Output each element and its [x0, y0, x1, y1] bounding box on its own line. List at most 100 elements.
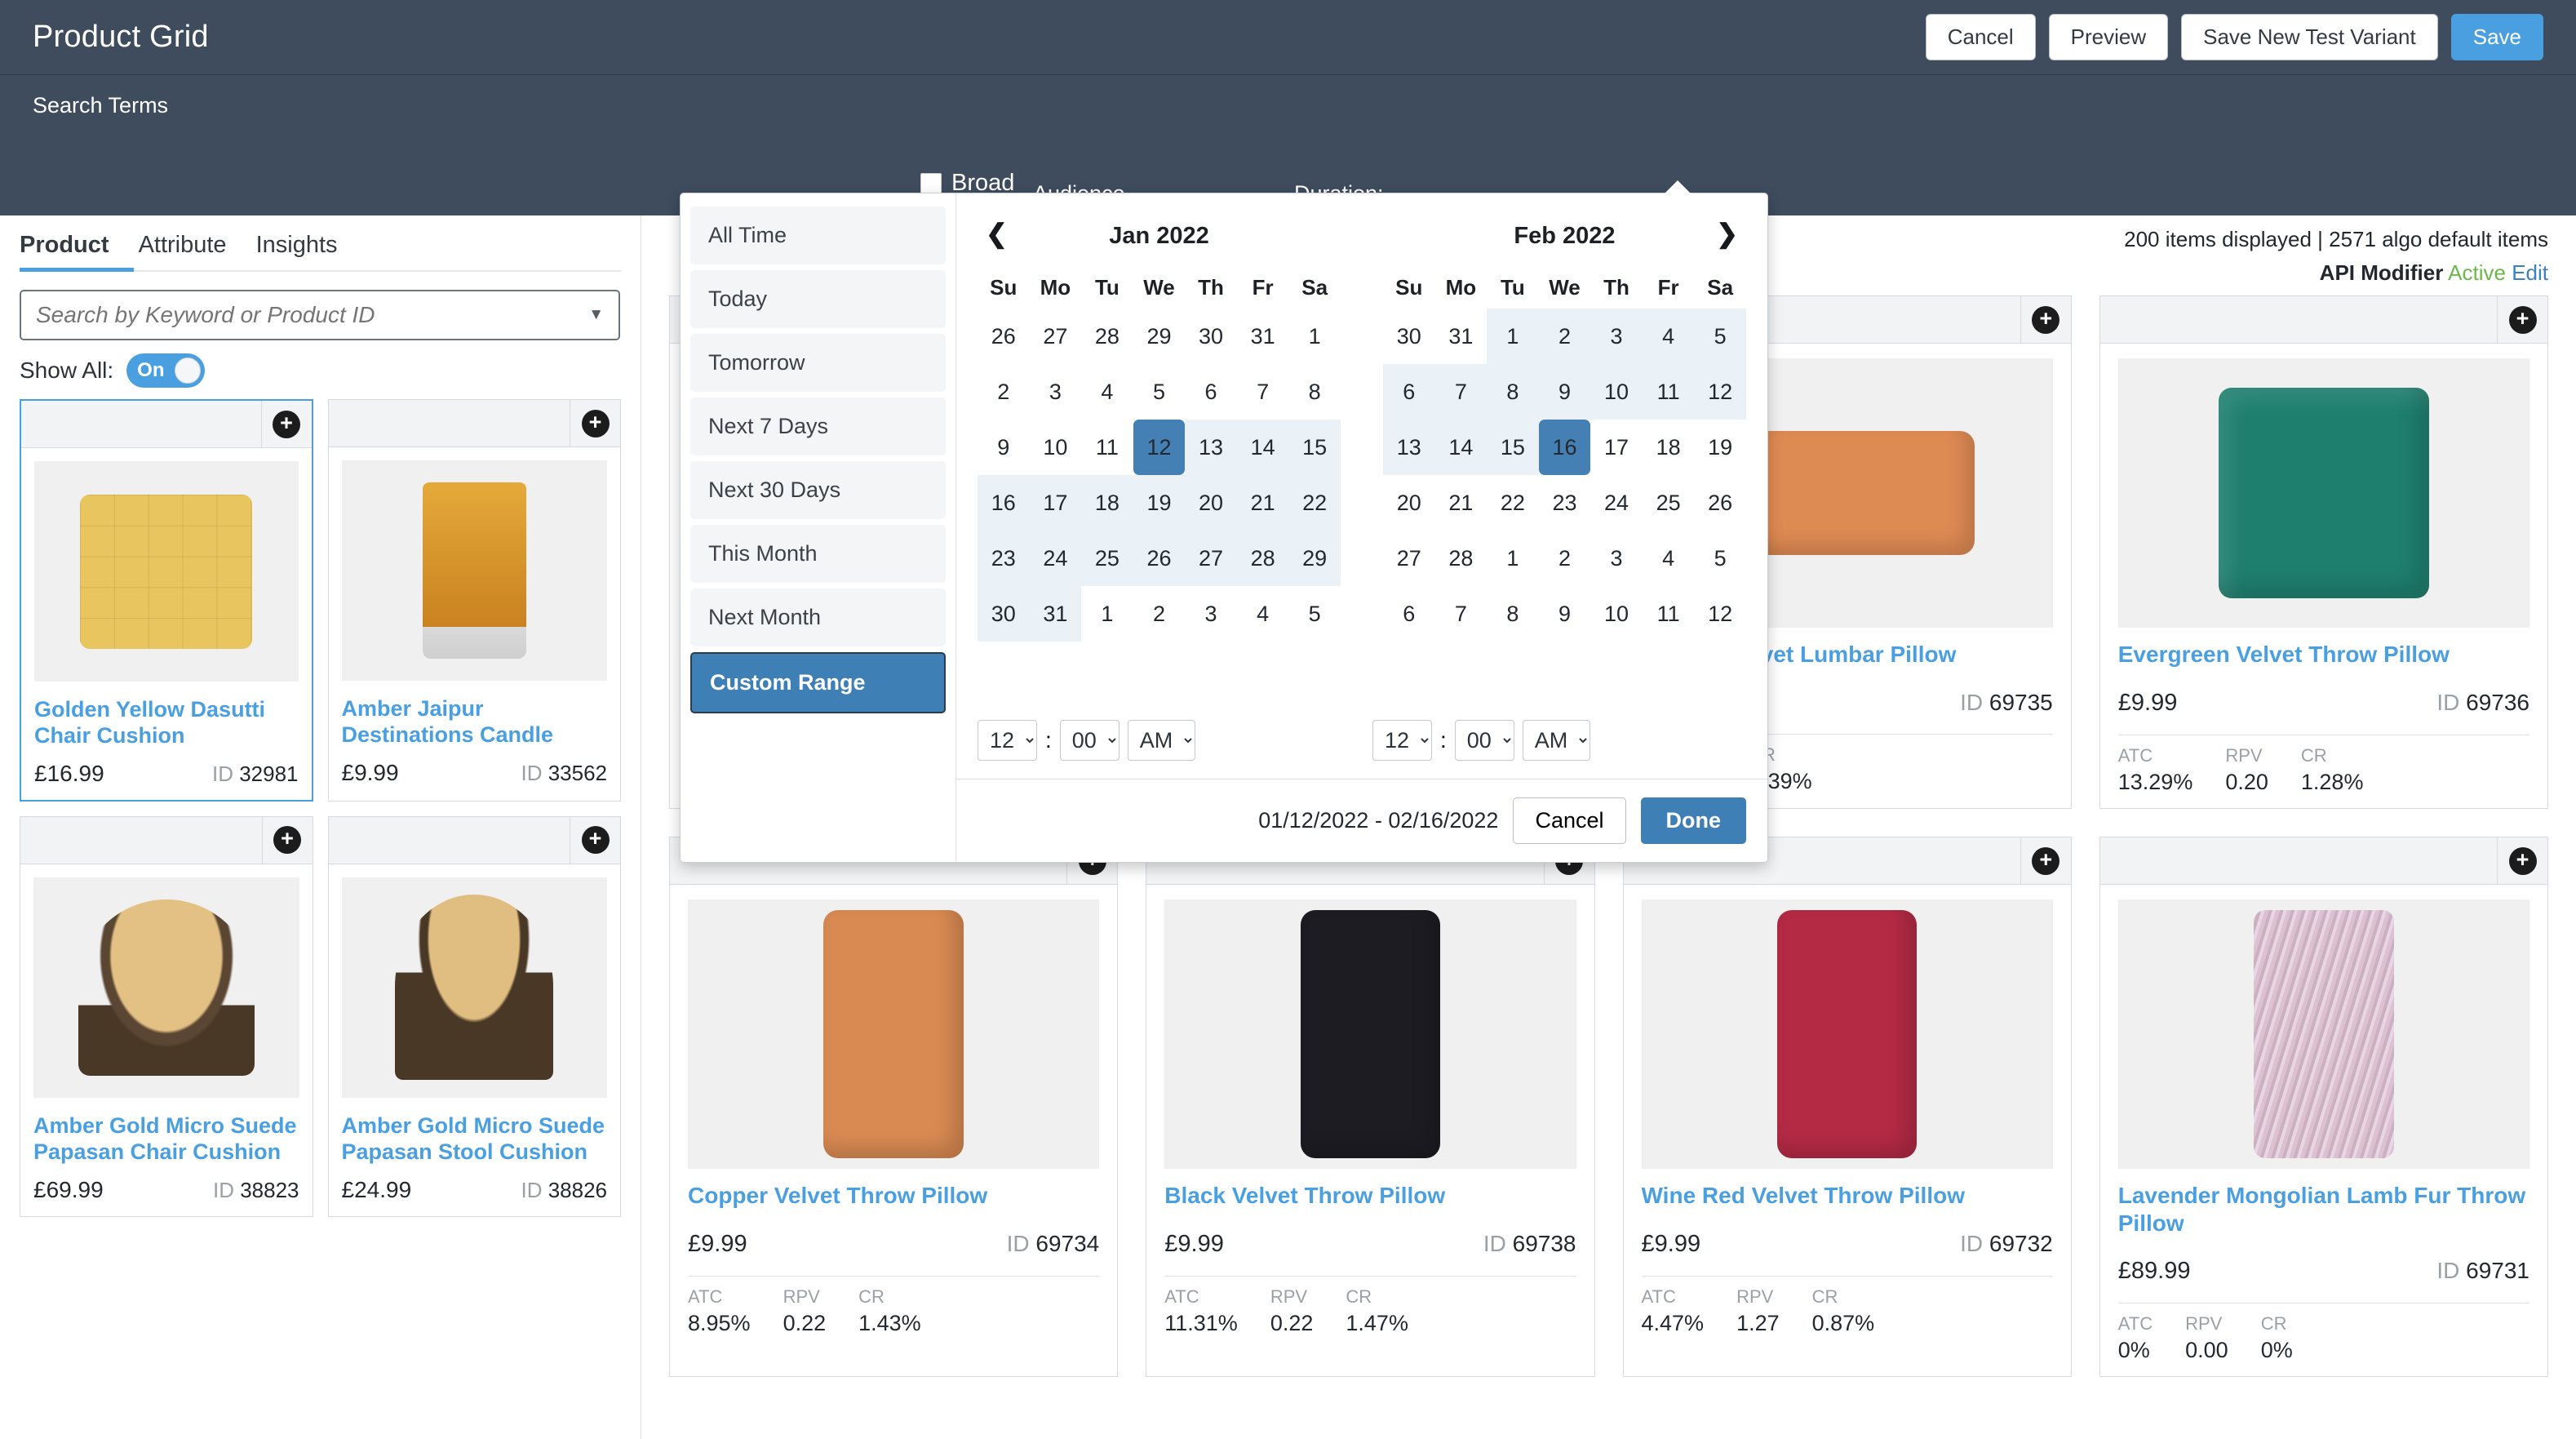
calendar-day-cell[interactable]: 13 — [1383, 420, 1435, 475]
calendar-day-cell[interactable]: 16 — [978, 475, 1030, 531]
chevron-right-icon[interactable]: ❯ — [1716, 219, 1738, 248]
picker-done-button[interactable]: Done — [1640, 797, 1746, 844]
add-product-button[interactable]: + — [2020, 837, 2071, 884]
add-product-button[interactable]: + — [2497, 296, 2547, 343]
calendar-day-cell[interactable]: 30 — [1396, 323, 1421, 349]
calendar-day-cell[interactable]: 13 — [1185, 420, 1237, 475]
calendar-day-cell[interactable]: 5 — [1714, 545, 1727, 571]
add-product-button[interactable]: + — [2020, 296, 2071, 343]
preset-range-all-time[interactable]: All Time — [690, 207, 946, 264]
calendar-day-cell[interactable]: 30 — [1199, 323, 1224, 349]
calendar-day-cell[interactable]: 5 — [1152, 379, 1165, 404]
calendar-day-cell[interactable]: 31 — [1250, 323, 1275, 349]
picker-cancel-button[interactable]: Cancel — [1513, 797, 1626, 844]
calendar-day-cell[interactable]: 30 — [978, 586, 1030, 642]
product-card[interactable]: + Evergreen Velvet Throw Pillow £9.99 ID 69… — [2099, 295, 2548, 809]
calendar-day-cell[interactable]: 18 — [1656, 434, 1681, 460]
calendar-day-cell[interactable]: 1 — [1308, 323, 1321, 349]
calendar-day-cell[interactable]: 2 — [997, 379, 1010, 404]
save-new-test-variant-button[interactable]: Save New Test Variant — [2181, 14, 2438, 60]
product-card[interactable]: + Lavender Mongolian Lamb Fur Throw Pillo… — [2099, 837, 2548, 1378]
preset-range-next-7-days[interactable]: Next 7 Days — [690, 398, 946, 455]
calendar-day-cell[interactable]: 11 — [1642, 364, 1695, 420]
calendar-day-cell[interactable]: 2 — [1152, 601, 1165, 626]
tab-insights[interactable]: Insights — [255, 232, 338, 258]
product-name-link[interactable]: Amber Jaipur Destinations Candle — [341, 696, 554, 748]
calendar-day-cell[interactable]: 27 — [1043, 323, 1068, 349]
broad-checkbox[interactable] — [920, 172, 942, 194]
product-name-link[interactable]: Golden Yellow Dasutti Chair Cushion — [34, 697, 266, 748]
preset-range-next-month[interactable]: Next Month — [690, 588, 946, 646]
calendar-day-cell[interactable]: 23 — [1552, 490, 1577, 515]
calendar-day-cell[interactable]: 11 — [1656, 601, 1680, 626]
search-input[interactable] — [36, 302, 589, 328]
start-hour-select[interactable]: 12 — [978, 720, 1037, 761]
calendar-day-cell[interactable]: 12 — [1133, 420, 1186, 475]
sidebar-product-card[interactable]: + Amber Gold Micro Suede Papasan Stool Cu… — [327, 815, 621, 1217]
calendar-day-cell[interactable]: 27 — [1396, 545, 1421, 571]
cancel-button[interactable]: Cancel — [1925, 14, 2036, 60]
calendar-day-cell[interactable]: 22 — [1288, 475, 1341, 531]
start-minute-select[interactable]: 00 — [1059, 720, 1120, 761]
calendar-day-cell[interactable]: 19 — [1708, 434, 1733, 460]
calendar-day-cell[interactable]: 11 — [1095, 434, 1119, 460]
product-name-link[interactable]: Lavender Mongolian Lamb Fur Throw Pillow — [2117, 1183, 2526, 1236]
calendar-day-cell[interactable]: 4 — [1257, 601, 1270, 626]
calendar-day-cell[interactable]: 27 — [1185, 531, 1237, 586]
calendar-day-cell[interactable]: 12 — [1694, 364, 1746, 420]
add-product-button[interactable]: + — [260, 401, 312, 447]
calendar-day-cell[interactable]: 4 — [1662, 545, 1675, 571]
calendar-day-cell[interactable]: 10 — [1604, 601, 1629, 626]
tab-attribute[interactable]: Attribute — [138, 232, 227, 258]
chevron-left-icon[interactable]: ❮ — [986, 219, 1008, 248]
calendar-day-cell[interactable]: 10 — [1590, 364, 1643, 420]
preset-range-next-30-days[interactable]: Next 30 Days — [690, 461, 946, 519]
calendar-day-cell[interactable]: 17 — [1604, 434, 1629, 460]
calendar-day-cell[interactable]: 15 — [1487, 420, 1539, 475]
calendar-day-cell[interactable]: 1 — [1506, 545, 1519, 571]
preset-range-tomorrow[interactable]: Tomorrow — [690, 334, 946, 392]
product-name-link[interactable]: Evergreen Velvet Throw Pillow — [2117, 642, 2450, 667]
calendar-day-cell[interactable]: 8 — [1487, 364, 1539, 420]
end-minute-select[interactable]: 00 — [1454, 720, 1514, 761]
sidebar-product-card[interactable]: + Amber Gold Micro Suede Papasan Chair Cu… — [20, 815, 313, 1217]
calendar-day-cell[interactable]: 26 — [1133, 531, 1186, 586]
preset-range-today[interactable]: Today — [690, 270, 946, 328]
calendar-day-cell[interactable]: 1 — [1487, 309, 1539, 364]
calendar-day-cell[interactable]: 22 — [1500, 490, 1525, 515]
calendar-day-cell[interactable]: 16 — [1538, 420, 1591, 475]
calendar-day-cell[interactable]: 14 — [1434, 420, 1488, 475]
calendar-day-cell[interactable]: 19 — [1133, 475, 1186, 531]
calendar-day-cell[interactable]: 15 — [1288, 420, 1341, 475]
keyword-search-field[interactable]: ▼ — [20, 290, 620, 340]
calendar-day-cell[interactable]: 14 — [1236, 420, 1289, 475]
calendar-day-cell[interactable]: 5 — [1308, 601, 1321, 626]
product-name-link[interactable]: Copper Velvet Throw Pillow — [688, 1183, 988, 1208]
calendar-day-cell[interactable]: 26 — [991, 323, 1016, 349]
save-button[interactable]: Save — [2450, 14, 2543, 60]
product-name-link[interactable]: Amber Gold Micro Suede Papasan Stool Cus… — [341, 1113, 605, 1165]
calendar-day-cell[interactable]: 28 — [1094, 323, 1120, 349]
product-name-link[interactable]: Wine Red Velvet Throw Pillow — [1641, 1183, 1965, 1208]
calendar-day-cell[interactable]: 8 — [1308, 379, 1321, 404]
end-meridiem-select[interactable]: AM — [1522, 720, 1590, 761]
preset-range-this-month[interactable]: This Month — [690, 525, 946, 583]
calendar-day-cell[interactable]: 21 — [1236, 475, 1289, 531]
broad-checkbox-group[interactable]: Broad — [920, 170, 1014, 197]
calendar-day-cell[interactable]: 9 — [1538, 364, 1591, 420]
calendar-day-cell[interactable]: 17 — [1029, 475, 1082, 531]
calendar-day-cell[interactable]: 31 — [1029, 586, 1082, 642]
add-product-button[interactable]: + — [570, 816, 620, 864]
calendar-day-cell[interactable]: 29 — [1146, 323, 1172, 349]
calendar-day-cell[interactable]: 2 — [1538, 309, 1591, 364]
calendar-day-cell[interactable]: 3 — [1610, 545, 1623, 571]
calendar-day-cell[interactable]: 5 — [1694, 309, 1746, 364]
product-name-link[interactable]: Amber Gold Micro Suede Papasan Chair Cus… — [33, 1113, 297, 1165]
calendar-day-cell[interactable]: 24 — [1029, 531, 1082, 586]
tab-product[interactable]: Product — [20, 232, 109, 258]
product-name-link[interactable]: Black Velvet Throw Pillow — [1164, 1183, 1446, 1208]
calendar-day-cell[interactable]: 12 — [1708, 601, 1733, 626]
add-product-button[interactable]: + — [2497, 837, 2547, 884]
calendar-day-cell[interactable]: 28 — [1236, 531, 1289, 586]
